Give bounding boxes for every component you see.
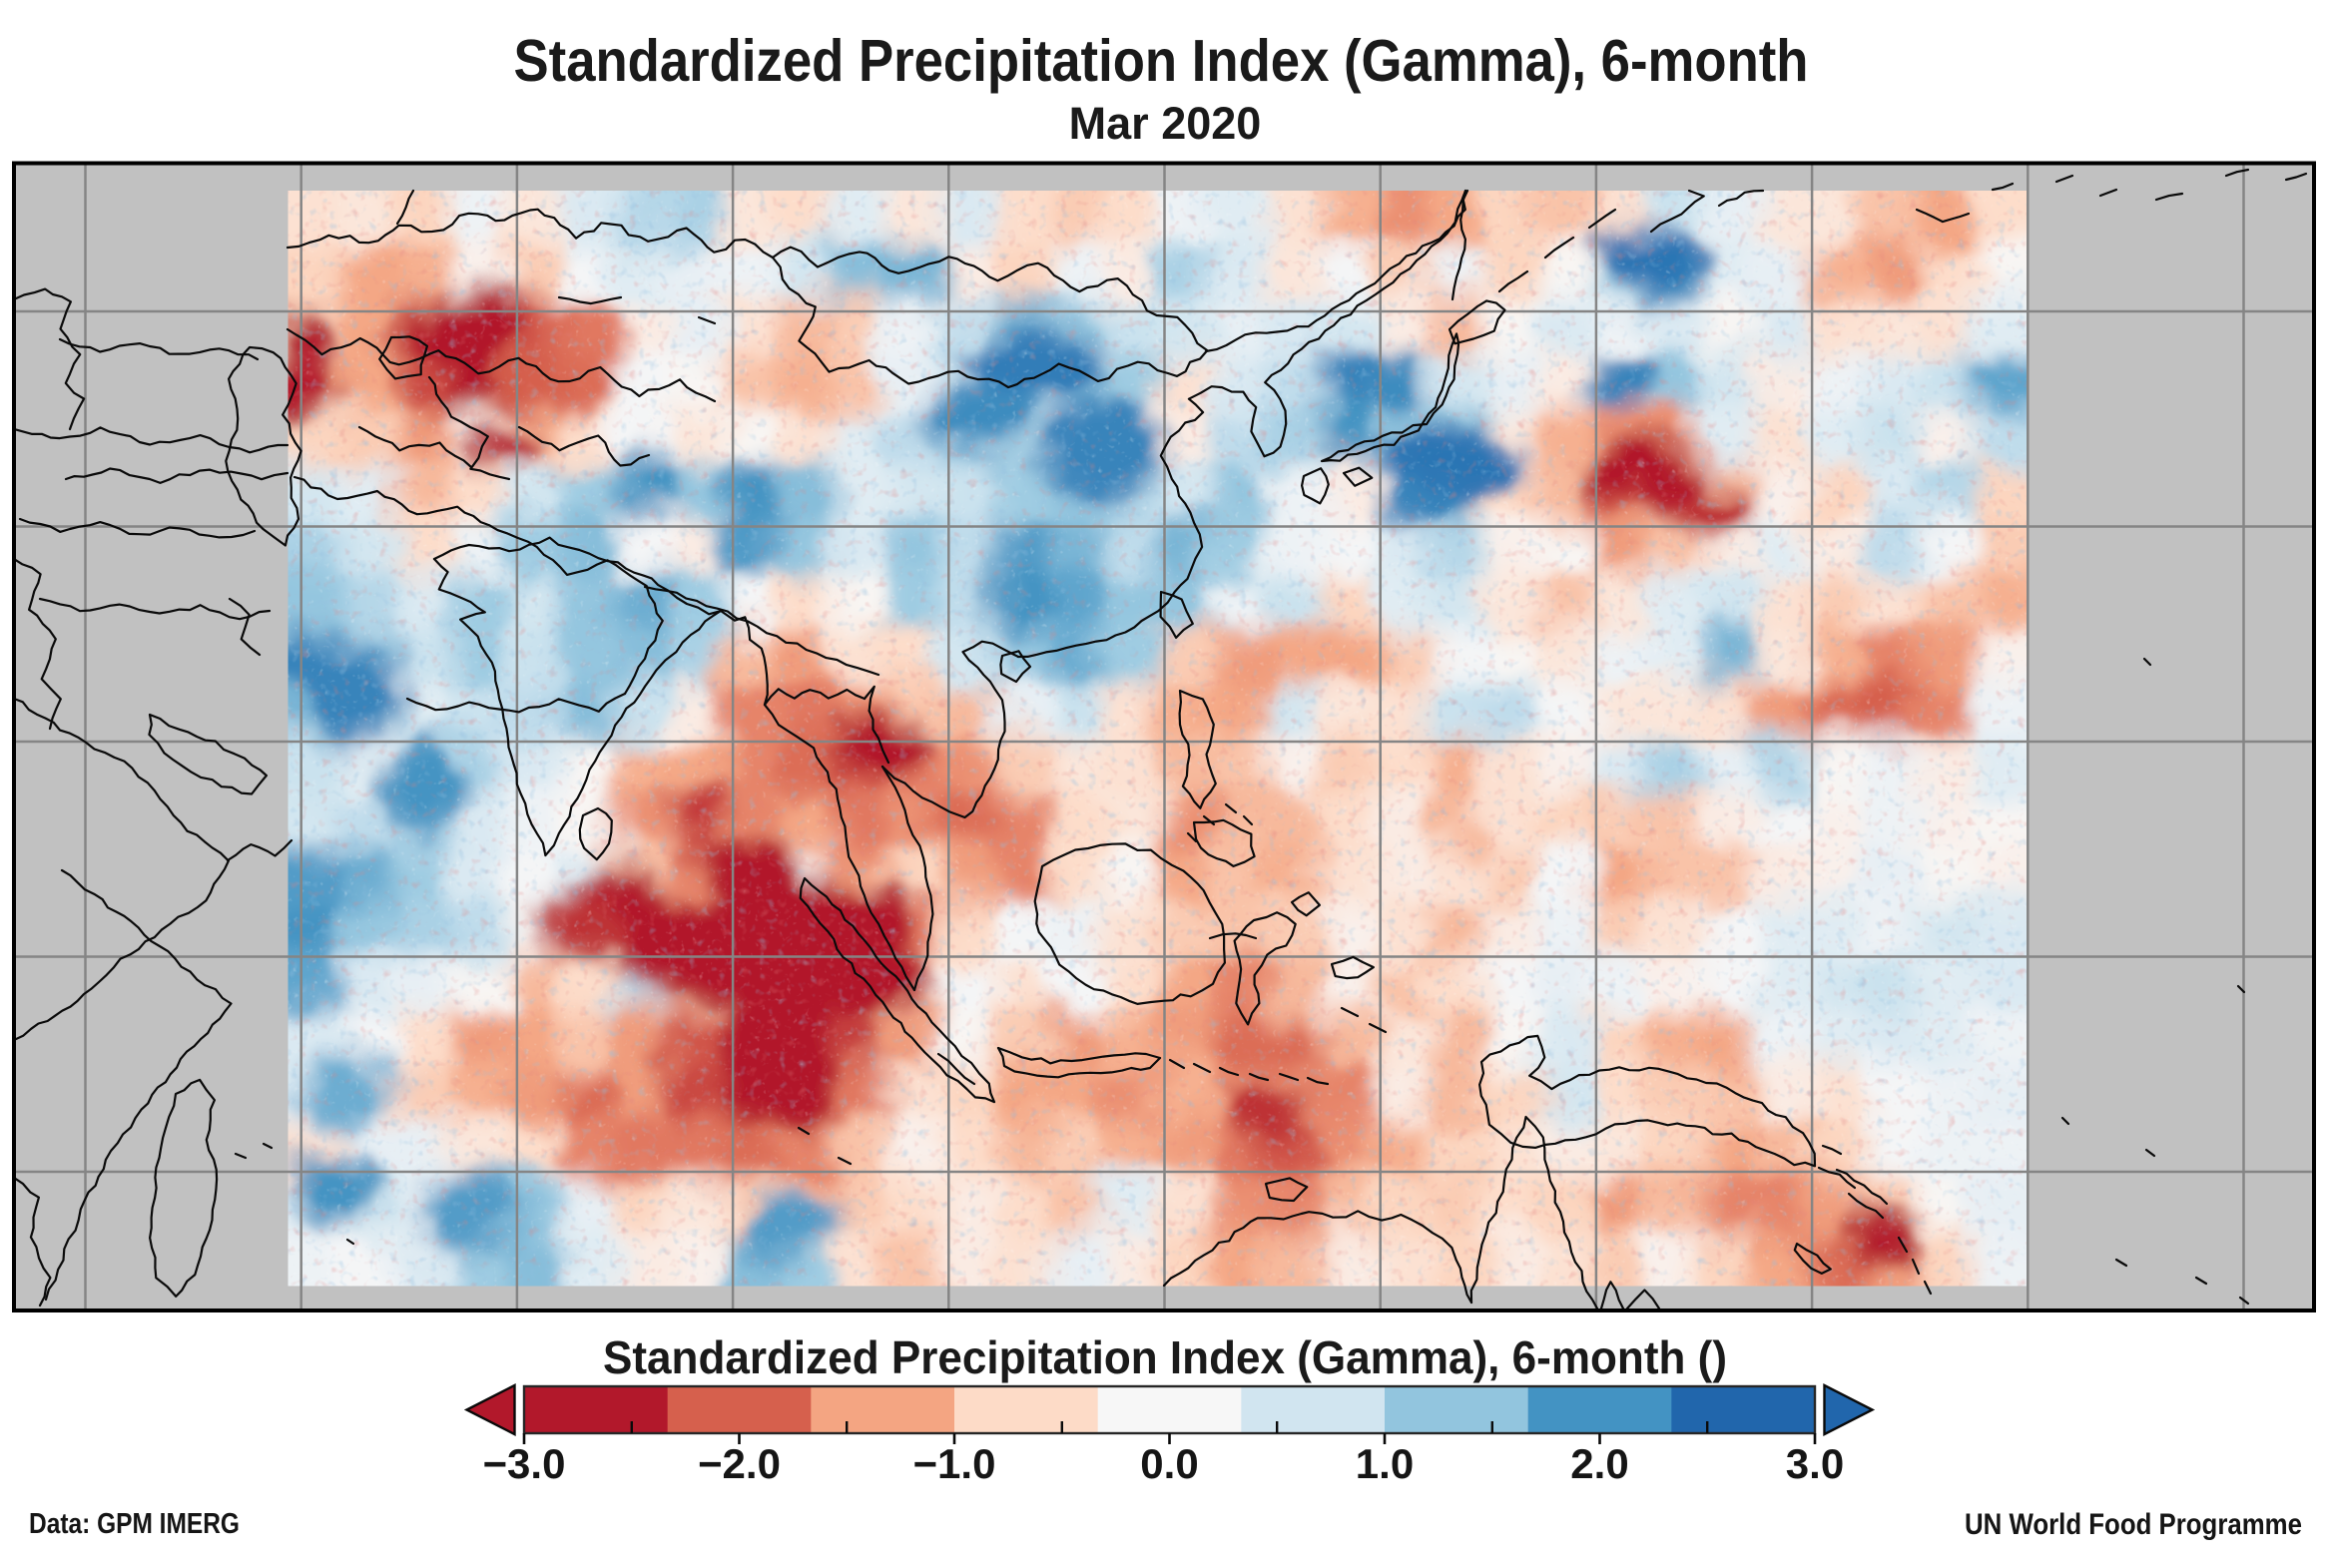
svg-text:−3.0: −3.0 — [483, 1440, 566, 1487]
svg-text:Standardized Precipitation Ind: Standardized Precipitation Index (Gamma)… — [603, 1331, 1727, 1383]
svg-text:Data: GPM IMERG: Data: GPM IMERG — [29, 1508, 240, 1540]
svg-text:Mar 2020: Mar 2020 — [1069, 98, 1262, 149]
svg-text:0.0: 0.0 — [1140, 1440, 1198, 1487]
svg-text:−1.0: −1.0 — [913, 1440, 996, 1487]
svg-text:3.0: 3.0 — [1786, 1440, 1844, 1487]
svg-text:−2.0: −2.0 — [698, 1440, 781, 1487]
svg-text:UN World Food Programme: UN World Food Programme — [1965, 1508, 2302, 1541]
svg-text:2.0: 2.0 — [1570, 1440, 1628, 1487]
svg-text:1.0: 1.0 — [1356, 1440, 1414, 1487]
svg-text:Standardized Precipitation Ind: Standardized Precipitation Index (Gamma)… — [514, 28, 1809, 94]
